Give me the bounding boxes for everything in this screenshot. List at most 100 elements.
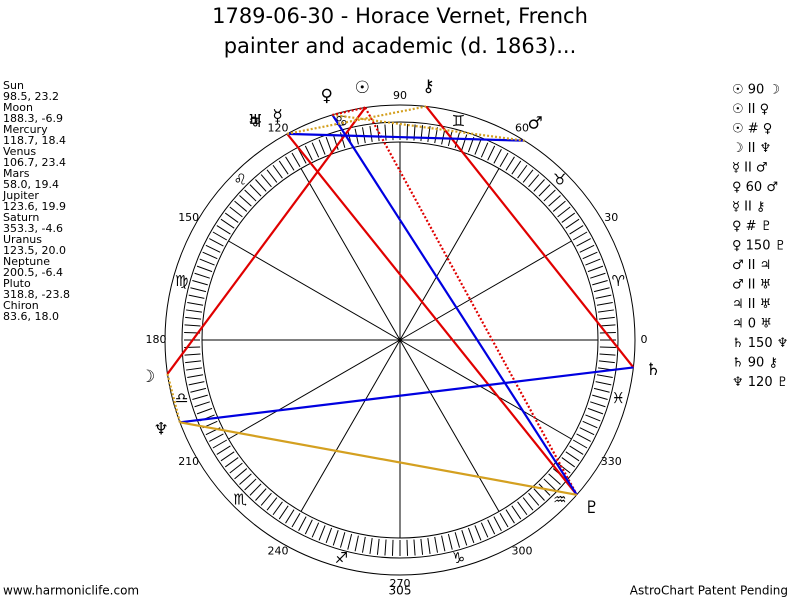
planet-glyph: ⚷ <box>422 77 434 97</box>
ring-tick <box>548 195 561 207</box>
planet-name: Venus <box>3 145 36 158</box>
ring-tick <box>585 258 601 266</box>
ring-tick <box>441 128 446 145</box>
ring-tick <box>285 509 295 524</box>
ring-tick <box>216 445 231 455</box>
degree-label: 150 <box>178 211 199 224</box>
ring-tick <box>597 309 614 313</box>
ring-tick <box>528 492 540 506</box>
ring-tick <box>487 519 496 535</box>
ring-tick <box>406 539 409 556</box>
ring-tick <box>339 532 346 548</box>
ring-tick <box>244 189 257 202</box>
ring-tick <box>480 522 489 538</box>
ring-tick <box>239 473 252 485</box>
ring-tick <box>239 195 252 207</box>
ring-tick <box>599 353 616 356</box>
degree-label: 300 <box>512 544 533 557</box>
ring-tick <box>579 427 595 436</box>
degree-label: 240 <box>268 544 289 557</box>
ring-tick <box>474 139 482 155</box>
aspect-entry: ☉ II ♀ <box>732 102 769 117</box>
planet-glyph: ♆ <box>154 419 169 439</box>
planet-position: 123.6, 19.9 <box>3 200 66 213</box>
aspect-line <box>364 107 578 496</box>
ring-tick <box>505 509 515 524</box>
ring-tick <box>511 505 522 520</box>
ring-tick <box>517 501 528 516</box>
ring-tick <box>461 134 468 150</box>
ring-tick <box>220 218 235 229</box>
ring-tick <box>595 381 612 386</box>
ring-tick <box>543 189 556 202</box>
degree-label: 60 <box>515 122 529 135</box>
ring-tick <box>522 497 534 511</box>
aspect-entry: ♀ 60 ♂ <box>732 180 778 195</box>
ring-tick <box>590 272 606 279</box>
ring-tick <box>592 279 608 286</box>
ring-tick <box>369 126 373 143</box>
degree-label: 180 <box>146 333 167 346</box>
planet-name: Mars <box>3 167 30 180</box>
aspect-line <box>332 106 366 116</box>
ring-tick <box>216 225 231 235</box>
ring-tick <box>332 134 339 150</box>
sign-glyph: ♉ <box>553 171 566 189</box>
sign-glyph: ♑ <box>452 549 465 567</box>
planet-name: Sun <box>3 79 24 92</box>
planet-glyph: ♂ <box>528 114 543 134</box>
ring-tick <box>234 468 248 480</box>
planet-position: 58.0, 19.4 <box>3 178 59 191</box>
ring-tick <box>461 530 468 546</box>
title-line: 1789-06-30 - Horace Vernet, French <box>212 4 588 28</box>
ring-tick <box>505 156 515 171</box>
ring-tick <box>427 126 431 143</box>
title-line: painter and academic (d. 1863)... <box>224 34 577 58</box>
ring-tick <box>354 535 359 552</box>
aspect-line <box>286 133 578 496</box>
aspect-entry: ☽ II ♆ <box>732 141 771 156</box>
ring-tick <box>209 238 224 247</box>
aspect-line <box>179 366 634 424</box>
ring-tick <box>291 512 301 528</box>
aspect-entry: ♂ II ♃ <box>732 258 771 273</box>
house-spoke <box>300 339 401 512</box>
footer-right: AstroChart Patent Pending <box>630 584 788 598</box>
ring-tick <box>499 152 509 168</box>
ring-tick <box>552 200 566 212</box>
house-spoke <box>399 240 572 341</box>
ring-tick <box>255 179 267 192</box>
ring-tick <box>420 538 424 555</box>
ring-tick <box>572 231 588 241</box>
aspect-entry: ♀ 150 ♇ <box>732 239 786 254</box>
ring-tick <box>202 251 218 260</box>
ring-tick <box>192 279 208 286</box>
ring-tick <box>522 169 534 183</box>
sign-glyph: ♍ <box>175 272 188 290</box>
ring-tick <box>565 218 580 229</box>
planet-name: Moon <box>3 101 33 114</box>
ring-tick <box>311 142 320 158</box>
sign-glyph: ♓ <box>612 389 625 407</box>
ring-tick <box>598 360 615 364</box>
house-spoke <box>228 240 401 341</box>
degree-label: 210 <box>178 455 199 468</box>
ring-tick <box>186 309 203 313</box>
planet-name: Uranus <box>3 233 42 246</box>
sign-glyph: ♊ <box>452 112 465 130</box>
tick-ring-outer <box>181 121 619 559</box>
ring-tick <box>599 346 616 349</box>
sign-glyph: ♏ <box>233 490 247 508</box>
ring-tick <box>196 407 213 415</box>
aspect-line <box>166 106 367 375</box>
ring-tick <box>190 287 207 293</box>
ring-tick <box>582 251 598 260</box>
ring-tick <box>511 160 522 175</box>
ring-tick <box>441 535 446 552</box>
ring-tick <box>220 451 235 462</box>
ring-tick <box>587 407 604 415</box>
ring-tick <box>391 539 394 556</box>
ring-tick <box>194 401 210 408</box>
ring-tick <box>188 381 205 386</box>
house-spoke <box>399 339 572 440</box>
